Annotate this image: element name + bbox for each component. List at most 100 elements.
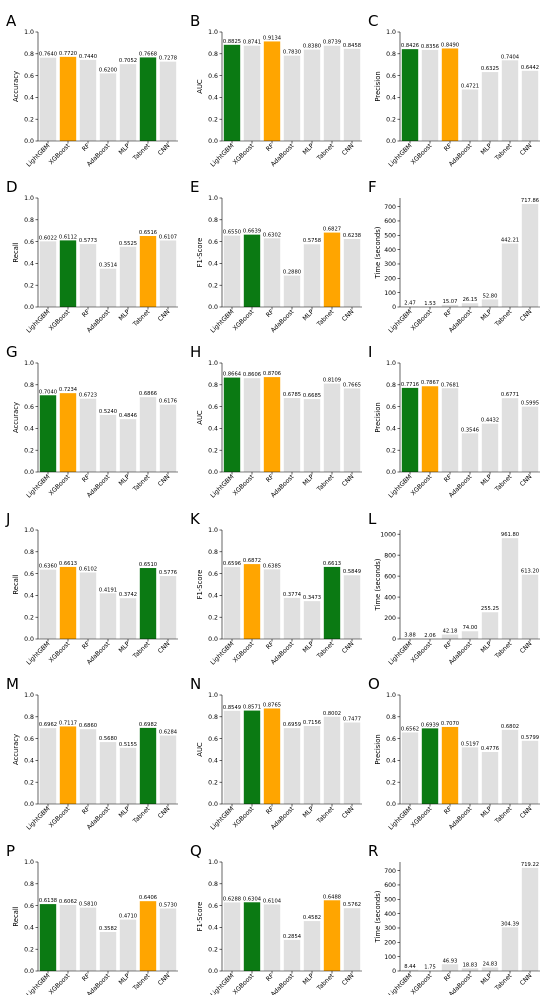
value-label-k-tabnet: 0.6613 bbox=[323, 561, 341, 567]
value-label-f-xgboost: 1.53 bbox=[424, 301, 436, 307]
bar-o-xgboost bbox=[421, 728, 439, 804]
y-tick-label-a: 0.0 bbox=[24, 138, 34, 145]
value-label-c-tabnet: 0.7404 bbox=[501, 54, 520, 60]
bar-l-rf bbox=[441, 634, 459, 639]
x-tick-label-o: RF bbox=[443, 805, 454, 816]
value-label-e-rf: 0.6302 bbox=[263, 232, 281, 238]
y-tick-label-l: 800 bbox=[384, 552, 396, 559]
value-label-e-lightgbm: 0.6550 bbox=[223, 230, 241, 236]
bar-i-rf bbox=[441, 388, 459, 472]
value-label-n-xgboost: 0.8571 bbox=[243, 705, 261, 711]
bar-n-cnn bbox=[343, 722, 361, 804]
y-tick-label-g: 0.2 bbox=[24, 447, 34, 454]
y-tick-label-m: 1.0 bbox=[24, 692, 34, 699]
chart-panel-k: K 0.6596 LightGBM 0.6872 XGBoost 0.6385 RF 0.37… bbox=[190, 510, 362, 667]
bar-h-adaboost bbox=[283, 398, 301, 472]
value-label-r-lightgbm: 8.44 bbox=[404, 964, 416, 970]
value-label-m-cnn: 0.6284 bbox=[159, 730, 178, 736]
bar-q-adaboost bbox=[283, 939, 301, 971]
bar-n-mlp bbox=[303, 725, 321, 804]
bar-h-mlp bbox=[303, 399, 321, 472]
value-label-c-rf: 0.8490 bbox=[441, 42, 459, 48]
value-label-l-adaboost: 74.00 bbox=[463, 625, 478, 631]
y-tick-label-l: 0 bbox=[392, 636, 396, 643]
x-tick-label-e: XGBoost bbox=[232, 308, 256, 332]
y-tick-label-f: 600 bbox=[384, 218, 396, 225]
y-tick-label-r: 400 bbox=[384, 911, 396, 918]
value-label-a-rf: 0.7440 bbox=[79, 54, 97, 60]
bar-c-adaboost bbox=[461, 89, 479, 141]
bar-g-adaboost bbox=[99, 414, 117, 472]
y-axis-label-d: Recall bbox=[12, 242, 20, 262]
x-tick-label-k: LightGBM bbox=[209, 640, 235, 666]
value-label-l-mlp: 255.25 bbox=[481, 606, 499, 612]
x-tick-label-c: RF bbox=[443, 142, 454, 153]
y-tick-label-d: 0.2 bbox=[24, 282, 34, 289]
chart-panel-a: A 0.7640 LightGBM 0.7720 XGBoost 0.7440 RF 0.62… bbox=[6, 12, 178, 169]
y-tick-label-a: 0.4 bbox=[24, 95, 34, 102]
value-label-p-xgboost: 0.6062 bbox=[59, 899, 77, 905]
value-label-q-adaboost: 0.2854 bbox=[283, 934, 302, 940]
x-tick-label-n: RF bbox=[265, 805, 276, 816]
y-tick-label-d: 1.0 bbox=[24, 195, 34, 202]
bar-h-cnn bbox=[343, 388, 361, 472]
bar-b-adaboost bbox=[283, 55, 301, 141]
y-tick-label-c: 0.6 bbox=[386, 73, 396, 80]
x-tick-label-o: Tabnet bbox=[493, 805, 514, 826]
y-axis-label-c: Precision bbox=[374, 71, 382, 101]
chart-panel-b: B 0.8825 LightGBM 0.8741 XGBoost 0.9134 RF 0.78… bbox=[190, 12, 362, 169]
bar-k-lightgbm bbox=[223, 567, 241, 639]
value-label-e-mlp: 0.5758 bbox=[303, 238, 321, 244]
panel-letter-j: J bbox=[5, 510, 10, 528]
bar-p-cnn bbox=[159, 908, 177, 971]
x-tick-label-i: RF bbox=[443, 473, 454, 484]
x-tick-label-j: LightGBM bbox=[25, 640, 51, 666]
x-tick-label-h: CNN bbox=[341, 473, 356, 488]
value-label-j-cnn: 0.5776 bbox=[159, 570, 177, 576]
panel-letter-e: E bbox=[190, 178, 199, 196]
bar-q-lightgbm bbox=[223, 902, 241, 971]
y-tick-label-l: 600 bbox=[384, 573, 396, 580]
y-tick-label-q: 0.2 bbox=[208, 946, 218, 953]
value-label-o-xgboost: 0.6939 bbox=[421, 722, 439, 728]
value-label-i-mlp: 0.4432 bbox=[481, 418, 499, 424]
y-tick-label-n: 0.4 bbox=[208, 758, 218, 765]
y-tick-label-q: 1.0 bbox=[208, 859, 218, 866]
bar-e-cnn bbox=[343, 239, 361, 307]
x-tick-label-d: LightGBM bbox=[25, 308, 51, 334]
panel-letter-n: N bbox=[190, 675, 201, 693]
panel-letter-r: R bbox=[368, 842, 378, 860]
y-tick-label-r: 0 bbox=[392, 968, 396, 975]
x-tick-label-k: CNN bbox=[341, 640, 356, 655]
x-tick-label-h: RF bbox=[265, 473, 276, 484]
x-tick-label-e: MLP bbox=[302, 308, 316, 322]
x-tick-label-a: CNN bbox=[157, 142, 172, 157]
x-tick-label-d: Tabnet bbox=[131, 308, 152, 329]
y-tick-label-m: 0.4 bbox=[24, 758, 34, 765]
chart-panel-f: F2.47LightGBM1.53XGBoost15.07RF26.15AdaB… bbox=[368, 178, 540, 335]
value-label-h-cnn: 0.7665 bbox=[343, 382, 361, 388]
y-axis-label-n: AUC bbox=[196, 742, 204, 757]
bar-r-cnn bbox=[521, 867, 539, 971]
x-tick-label-q: XGBoost bbox=[232, 972, 256, 995]
bar-c-rf bbox=[441, 48, 459, 141]
y-tick-label-p: 0.6 bbox=[24, 903, 34, 910]
bar-f-rf bbox=[441, 304, 459, 307]
value-label-e-tabnet: 0.6827 bbox=[323, 227, 341, 233]
y-tick-label-i: 0.8 bbox=[386, 382, 396, 389]
value-label-d-lightgbm: 0.6022 bbox=[39, 235, 57, 241]
value-label-g-adaboost: 0.5240 bbox=[99, 409, 117, 415]
value-label-b-cnn: 0.8458 bbox=[343, 43, 361, 49]
x-tick-label-c: MLP bbox=[480, 142, 494, 156]
value-label-l-cnn: 613.20 bbox=[521, 569, 539, 575]
bar-i-cnn bbox=[521, 406, 539, 472]
bar-o-lightgbm bbox=[401, 732, 419, 804]
y-tick-label-n: 0.6 bbox=[208, 736, 218, 743]
bar-d-xgboost bbox=[59, 240, 77, 307]
bar-i-tabnet bbox=[501, 398, 519, 472]
chart-panel-p: P0.6138LightGBM0.6062XGBoost0.5810RF0.35… bbox=[6, 842, 178, 995]
x-tick-label-p: AdaBoost bbox=[86, 972, 112, 995]
bar-e-tabnet bbox=[323, 232, 341, 307]
x-tick-label-q: Tabnet bbox=[315, 972, 336, 993]
x-tick-label-r: MLP bbox=[480, 972, 494, 986]
